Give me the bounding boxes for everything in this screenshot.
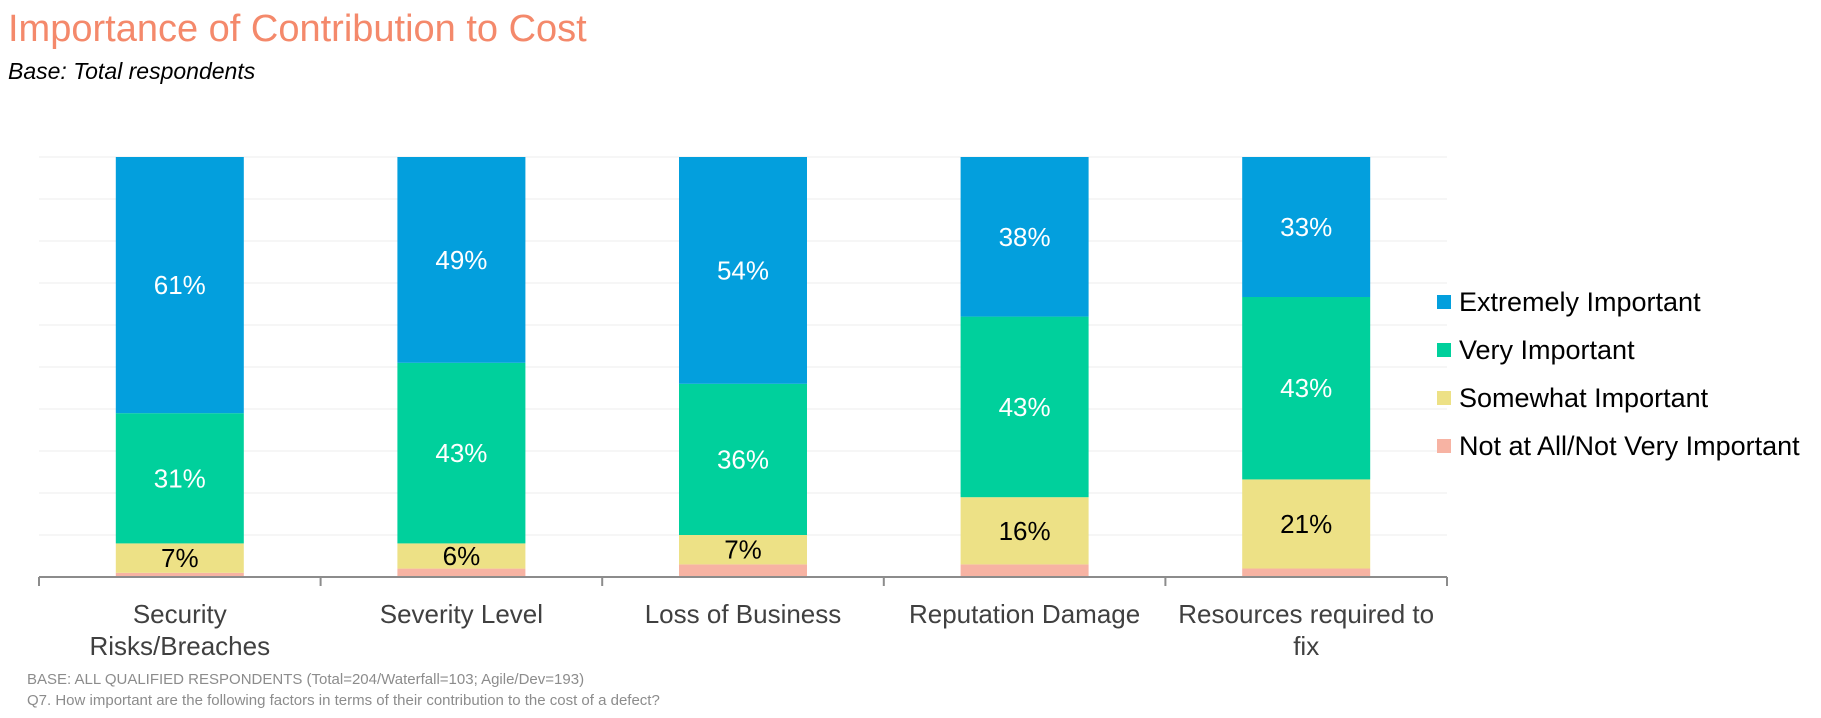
segment-value-label: 7% bbox=[724, 535, 762, 565]
bar-segment bbox=[679, 157, 807, 384]
segment-value-label: 54% bbox=[717, 255, 769, 285]
legend-item: Extremely Important bbox=[1437, 278, 1800, 326]
bar-segment bbox=[679, 564, 807, 577]
segment-value-label: 36% bbox=[717, 444, 769, 474]
segment-value-label: 43% bbox=[999, 392, 1051, 422]
segment-value-label: 31% bbox=[154, 463, 206, 493]
bar-segment bbox=[397, 362, 526, 544]
legend: Extremely Important Very Important Somewha… bbox=[1437, 278, 1800, 470]
bar-segment bbox=[1242, 568, 1371, 577]
bar-segment bbox=[1242, 479, 1371, 569]
legend-swatch bbox=[1437, 391, 1451, 405]
segment-value-label: 21% bbox=[1280, 509, 1332, 539]
bar-segment bbox=[1242, 297, 1371, 480]
legend-item: Very Important bbox=[1437, 326, 1800, 374]
chart-title: Importance of Contribution to Cost bbox=[8, 8, 587, 50]
bar-segment bbox=[960, 497, 1089, 565]
bar-segment bbox=[115, 543, 244, 573]
segment-value-label: 61% bbox=[154, 270, 206, 300]
legend-label: Somewhat Important bbox=[1459, 382, 1709, 413]
segment-value-label: 7% bbox=[161, 543, 199, 573]
bar-segment bbox=[960, 316, 1089, 498]
bar-segment bbox=[1242, 157, 1371, 297]
bar-segment bbox=[397, 157, 526, 363]
footnote-base: BASE: ALL QUALIFIED RESPONDENTS (Total=2… bbox=[27, 671, 585, 688]
legend-label: Not at All/Not Very Important bbox=[1459, 430, 1800, 461]
legend-item: Somewhat Important bbox=[1437, 374, 1800, 422]
legend-item: Not at All/Not Very Important bbox=[1437, 422, 1800, 470]
bar-segment bbox=[397, 568, 526, 577]
category-label: Security Risks/Breaches bbox=[89, 599, 270, 661]
segment-value-label: 16% bbox=[999, 516, 1051, 546]
bar-segments bbox=[115, 157, 1371, 577]
bar-segment bbox=[115, 413, 244, 544]
category-label: Resources required to fix bbox=[1178, 599, 1434, 661]
category-labels: Security Risks/Breaches Severity Level Loss… bbox=[89, 599, 1434, 661]
bar-segment bbox=[679, 535, 807, 565]
legend-swatch bbox=[1437, 295, 1451, 309]
segment-value-label: 43% bbox=[435, 438, 487, 468]
category-label: Reputation Damage bbox=[909, 599, 1140, 629]
bar-segment bbox=[115, 157, 244, 414]
segment-value-label: 33% bbox=[1280, 212, 1332, 242]
category-label: Severity Level bbox=[380, 599, 543, 629]
bar-segment bbox=[960, 564, 1089, 577]
bar-segment bbox=[960, 157, 1089, 317]
x-axis bbox=[38, 576, 1448, 586]
legend-swatch bbox=[1437, 343, 1451, 357]
segment-value-label: 6% bbox=[443, 541, 481, 571]
legend-swatch bbox=[1437, 439, 1451, 453]
segment-labels: 7% 31% 61% 6% 43% 49% 7% 36% 54% 16% 43% 38% 21% 43% 3… bbox=[154, 212, 1332, 573]
footnote-question: Q7. How important are the following fact… bbox=[27, 692, 660, 709]
bar-segment bbox=[115, 572, 244, 577]
segment-value-label: 43% bbox=[1280, 373, 1332, 403]
segment-value-label: 38% bbox=[999, 222, 1051, 252]
legend-label: Extremely Important bbox=[1459, 286, 1701, 317]
category-label: Loss of Business bbox=[645, 599, 842, 629]
legend-label: Very Important bbox=[1459, 334, 1635, 365]
bar-segment bbox=[397, 543, 526, 569]
bar-segment bbox=[679, 383, 807, 535]
chart-subtitle: Base: Total respondents bbox=[8, 58, 256, 84]
segment-value-label: 49% bbox=[435, 245, 487, 275]
